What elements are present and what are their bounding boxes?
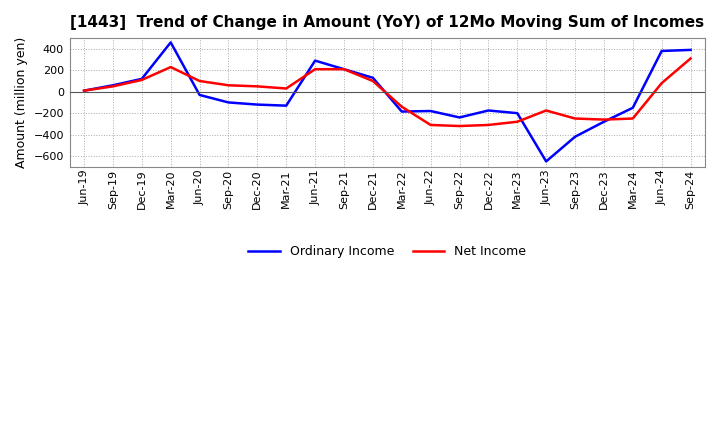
Ordinary Income bbox=[513, 110, 521, 116]
Ordinary Income bbox=[369, 75, 377, 81]
Line: Ordinary Income: Ordinary Income bbox=[84, 42, 690, 161]
Net Income bbox=[542, 108, 551, 113]
Net Income bbox=[109, 84, 117, 89]
Net Income bbox=[686, 56, 695, 61]
Ordinary Income bbox=[484, 108, 492, 113]
Ordinary Income bbox=[455, 115, 464, 120]
Ordinary Income bbox=[600, 119, 608, 125]
Net Income bbox=[397, 104, 406, 110]
Net Income bbox=[484, 122, 492, 128]
Net Income bbox=[224, 83, 233, 88]
Ordinary Income bbox=[571, 134, 580, 139]
Net Income bbox=[253, 84, 261, 89]
Ordinary Income bbox=[686, 47, 695, 52]
Ordinary Income bbox=[80, 88, 89, 93]
Net Income bbox=[80, 88, 89, 93]
Ordinary Income bbox=[195, 92, 204, 98]
Line: Net Income: Net Income bbox=[84, 59, 690, 126]
Net Income bbox=[340, 66, 348, 72]
Net Income bbox=[166, 64, 175, 70]
Net Income bbox=[195, 78, 204, 84]
Net Income bbox=[311, 66, 320, 72]
Ordinary Income bbox=[224, 100, 233, 105]
Title: [1443]  Trend of Change in Amount (YoY) of 12Mo Moving Sum of Incomes: [1443] Trend of Change in Amount (YoY) o… bbox=[71, 15, 704, 30]
Ordinary Income bbox=[282, 103, 291, 108]
Ordinary Income bbox=[311, 58, 320, 63]
Ordinary Income bbox=[542, 159, 551, 164]
Ordinary Income bbox=[138, 76, 146, 81]
Net Income bbox=[426, 122, 435, 128]
Y-axis label: Amount (million yen): Amount (million yen) bbox=[15, 37, 28, 168]
Ordinary Income bbox=[253, 102, 261, 107]
Net Income bbox=[657, 81, 666, 86]
Net Income bbox=[455, 123, 464, 128]
Ordinary Income bbox=[657, 48, 666, 54]
Net Income bbox=[282, 86, 291, 91]
Net Income bbox=[629, 116, 637, 121]
Net Income bbox=[571, 116, 580, 121]
Net Income bbox=[369, 78, 377, 84]
Net Income bbox=[138, 77, 146, 83]
Ordinary Income bbox=[629, 105, 637, 110]
Ordinary Income bbox=[109, 83, 117, 88]
Ordinary Income bbox=[426, 108, 435, 114]
Net Income bbox=[600, 117, 608, 122]
Ordinary Income bbox=[166, 40, 175, 45]
Ordinary Income bbox=[340, 66, 348, 72]
Net Income bbox=[513, 119, 521, 125]
Ordinary Income bbox=[397, 109, 406, 114]
Legend: Ordinary Income, Net Income: Ordinary Income, Net Income bbox=[243, 240, 531, 263]
